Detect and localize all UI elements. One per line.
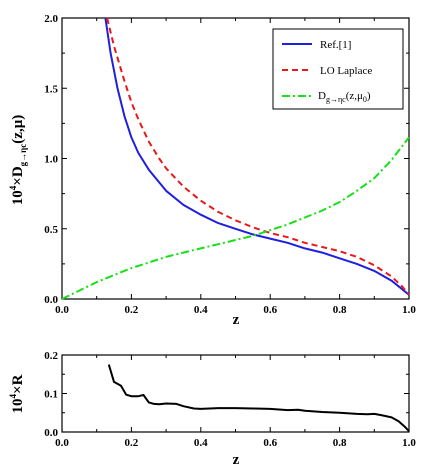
main-x-tick-label: 0.6	[263, 304, 277, 316]
main-x-axis-title: z	[233, 312, 240, 328]
ratio-y-axis-title-sup: 4	[8, 393, 18, 398]
main-ticks: 0.0 0.2 0.4 0.6 0.8 1.0 0.0 0.5 1.0 1.5 2.0	[44, 13, 416, 316]
main-y-axis-title-tail: (z,μ)	[10, 115, 26, 144]
ratio-x-tick-label: 0.0	[55, 437, 69, 449]
main-x-tick-label: 1.0	[402, 304, 416, 316]
ratio-x-tick-label: 0.8	[333, 437, 347, 449]
main-series	[61, 17, 410, 300]
legend-frag-close: )	[367, 90, 371, 102]
main-y-axis-title-sup: 4	[8, 185, 18, 190]
main-y-axis-title-main: 10	[10, 190, 26, 205]
ratio-y-axis-title-main: 10	[10, 398, 26, 413]
lo-laplace-series-line	[106, 17, 410, 296]
legend-frag-d: D	[318, 90, 326, 102]
legend-label-ref: Ref.[1]	[320, 39, 351, 51]
ratio-panel: 0.0 0.2 0.4 0.6 0.8 1.0 0.0 0.1 0.2 z 104×R	[8, 350, 416, 468]
ratio-x-tick-label: 0.4	[194, 437, 208, 449]
ratio-x-tick-label: 0.2	[125, 437, 139, 449]
ratio-y-tick-label: 0.2	[44, 350, 58, 362]
ratio-series-line	[107, 364, 410, 432]
legend-label-lo: LO Laplace	[320, 65, 372, 77]
ratio-y-tick-label: 0.0	[44, 427, 58, 439]
main-y-tick-label: 1.0	[44, 154, 58, 166]
main-y-tick-label: 2.0	[44, 13, 58, 25]
main-y-tick-label: 1.5	[44, 83, 58, 95]
ratio-y-axis-title-mid: ×R	[10, 374, 26, 394]
legend-frag-open: (z,μ	[346, 90, 363, 102]
ratio-ticks: 0.0 0.2 0.4 0.6 0.8 1.0 0.0 0.1 0.2	[44, 350, 416, 449]
ratio-x-tick-label: 1.0	[402, 437, 416, 449]
main-x-tick-label: 0.0	[55, 304, 69, 316]
legend-frag-sub: g→ηc	[326, 95, 346, 104]
main-y-axis-title: 104×Dg→ηc(z,μ)	[8, 115, 28, 205]
ratio-y-axis-title: 104×R	[8, 374, 26, 413]
legend-frag-mu-sub: 0	[363, 95, 367, 104]
main-x-tick-label: 0.8	[333, 304, 347, 316]
main-y-axis-title-mid: ×D	[10, 166, 26, 186]
main-x-tick-label: 0.2	[125, 304, 139, 316]
main-y-tick-label: 0.0	[44, 294, 58, 306]
main-y-tick-label: 0.5	[44, 224, 58, 236]
legend: Ref.[1] LO Laplace Dg→ηc(z,μ0)	[272, 28, 404, 110]
legend-label-frag: Dg→ηc(z,μ0)	[318, 90, 371, 104]
main-y-axis-title-sub: g→ηc	[18, 144, 28, 167]
main-x-tick-label: 0.4	[194, 304, 208, 316]
ref-series-line	[104, 17, 410, 296]
ratio-x-axis-title: z	[233, 452, 240, 468]
ratio-x-tick-label: 0.6	[263, 437, 277, 449]
ratio-series	[107, 364, 410, 432]
ratio-y-tick-label: 0.1	[44, 389, 58, 401]
ratio-plot-frame	[61, 354, 410, 433]
fragmentation-series-line	[61, 136, 410, 300]
main-panel: 0.0 0.2 0.4 0.6 0.8 1.0 0.0 0.5 1.0 1.5 2.0 z 104×…	[8, 13, 416, 328]
